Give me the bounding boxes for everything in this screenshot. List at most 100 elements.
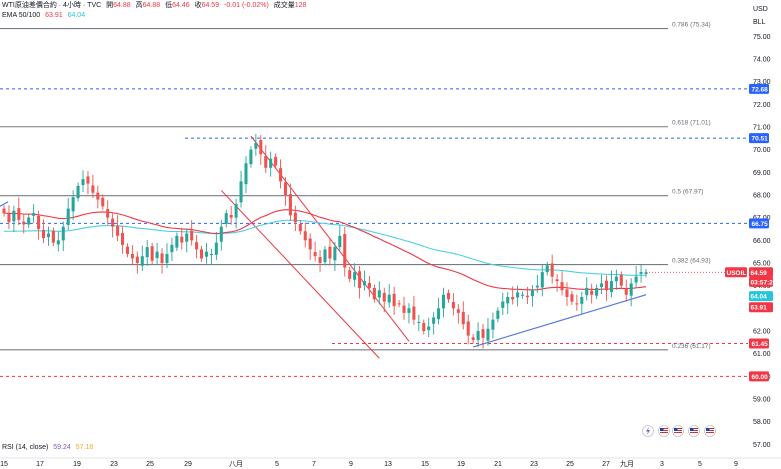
- candle-body: [293, 212, 297, 223]
- candle-body: [358, 271, 362, 288]
- price-tick-label: 68.00: [753, 192, 771, 199]
- candle-body: [619, 274, 623, 286]
- candle-body: [644, 272, 648, 274]
- candle-body: [570, 294, 574, 302]
- us-flag-icon[interactable]: [658, 425, 670, 437]
- time-tick-label: 21: [494, 461, 502, 468]
- candle-body: [140, 256, 144, 266]
- candle-body: [609, 281, 613, 293]
- candle-body: [12, 210, 16, 222]
- level-price-tag: [749, 371, 769, 382]
- flag-stripe: [674, 428, 682, 429]
- candle-body: [313, 252, 317, 257]
- candle-body: [224, 213, 228, 225]
- candle-body: [249, 149, 253, 165]
- candle-body: [298, 224, 302, 232]
- symbol-legend: WTI原油差價合約 · 4小時 · TVC 開64.88 高64.88 低64.…: [2, 2, 307, 9]
- lightning-icon[interactable]: [642, 425, 654, 437]
- candle-body: [501, 301, 505, 308]
- candle-body: [604, 280, 609, 291]
- candle-body: [264, 155, 268, 168]
- close-value: 64.59: [201, 2, 220, 9]
- flag-stripe: [674, 430, 682, 431]
- candle-body: [56, 240, 60, 245]
- candle-body: [466, 321, 470, 336]
- candle-body: [600, 283, 604, 288]
- rsi-label: RSI (14, close): [2, 444, 49, 451]
- candle-body: [106, 209, 110, 218]
- candle-body: [96, 192, 100, 200]
- candle-body: [116, 225, 120, 236]
- time-tick-label: 八月: [229, 460, 243, 468]
- level-price-tag-label: 61.45: [752, 341, 769, 348]
- us-flag-icon[interactable]: [688, 425, 700, 437]
- candle-body: [555, 279, 559, 282]
- candle-body: [160, 253, 164, 264]
- candle-body: [288, 194, 292, 216]
- us-flag-icon[interactable]: [704, 425, 716, 437]
- event-icons: [642, 425, 716, 437]
- countdown-tag-label: 03:57:24: [751, 279, 777, 286]
- time-axis: 15 17 19 23 25 29 八月 5 7 9 13 15 19 21 23 25 27 九月 3 5 9: [0, 457, 781, 468]
- candle-body: [486, 328, 490, 341]
- candle-body: [402, 305, 406, 313]
- candle-body: [545, 265, 549, 273]
- candle-body: [481, 329, 485, 338]
- time-tick-label: 23: [530, 461, 538, 468]
- candle-body: [328, 246, 332, 259]
- candle-body: [17, 208, 21, 220]
- open-value: 64.88: [113, 2, 131, 9]
- candle-body: [71, 197, 75, 212]
- level-price-tag-label: 72.68: [752, 86, 769, 93]
- levels-layer: 0.786 (75.34) 0.618 (71.01) 0.5 (67.97) 0.3…: [0, 22, 748, 377]
- candle-body: [46, 233, 50, 238]
- candle-body: [308, 238, 312, 250]
- time-tick-label: 19: [457, 461, 465, 468]
- candle-body: [590, 290, 594, 295]
- ema50-price-tag: [749, 302, 773, 313]
- ema-legend[interactable]: EMA 50/100 63.91 64.04: [2, 11, 88, 20]
- candle-body: [150, 246, 154, 261]
- candle-body: [135, 256, 139, 264]
- candle-body: [496, 310, 500, 319]
- symbol-name[interactable]: WTI原油差價合約 · 4小時 · TVC: [2, 2, 102, 9]
- candle-body: [348, 270, 352, 279]
- candle-body: [283, 182, 288, 195]
- ema50-price-tag-label: 63.91: [751, 305, 768, 312]
- candle-body: [66, 208, 70, 225]
- time-tick-label: 17: [36, 461, 44, 468]
- flag-canton: [706, 428, 710, 431]
- level-price-tag: [749, 133, 769, 144]
- ema100-value: 64.04: [67, 12, 86, 19]
- time-tick-label: 13: [384, 461, 392, 468]
- candle-body: [367, 282, 371, 288]
- candle-body: [120, 233, 125, 245]
- ema-layer: [0, 201, 647, 291]
- candle-body: [214, 242, 218, 255]
- candle-body: [125, 246, 129, 254]
- fib-level-label: 0.382 (64.93): [672, 258, 711, 265]
- candle-body: [145, 247, 149, 258]
- symbol-tag: [725, 267, 747, 278]
- fib-level-label: 0.5 (67.97): [672, 189, 703, 196]
- ema50-value: 63.91: [45, 12, 63, 19]
- candle-body: [27, 217, 31, 225]
- price-tags: 72.68 70.51 66.75 61.45 60.00 USOIL 64.59 03:57…: [646, 83, 777, 382]
- candle-body: [343, 233, 347, 268]
- candle-body: [451, 302, 455, 309]
- rsi-legend[interactable]: RSI (14, close) 59.24 57.18: [2, 443, 96, 452]
- candle-body: [2, 208, 6, 214]
- us-flag-icon[interactable]: [672, 425, 684, 437]
- time-tick-label: 29: [184, 461, 192, 468]
- candle-body: [417, 321, 421, 323]
- lightning-shape: [646, 427, 650, 435]
- candle-body: [535, 285, 539, 288]
- time-tick-label: 15: [0, 461, 8, 468]
- rising-trendline: [472, 294, 647, 348]
- price-tick-label: 61.00: [753, 351, 771, 358]
- candle-body: [81, 179, 85, 186]
- currency-label: USD: [753, 6, 768, 13]
- candle-body: [614, 276, 618, 282]
- price-tick-label: 75.00: [753, 34, 771, 41]
